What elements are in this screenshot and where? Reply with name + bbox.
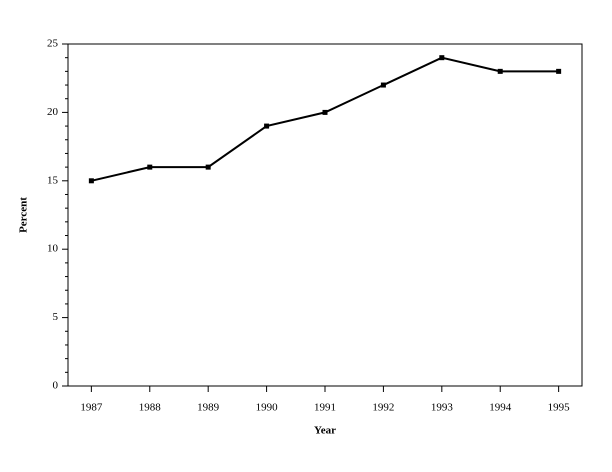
- x-tick-label: 1992: [372, 402, 394, 414]
- data-line: [91, 56, 559, 182]
- x-axis-label: Year: [314, 425, 336, 437]
- x-tick-label: 1991: [314, 402, 336, 414]
- y-tick-label: 25: [47, 38, 59, 50]
- y-tick-label: 20: [47, 106, 59, 118]
- y-tick-label: 0: [53, 380, 59, 392]
- x-tick-label: 1987: [80, 402, 103, 414]
- x-tick-label: 1995: [548, 402, 571, 414]
- data-point: [147, 164, 153, 170]
- x-tick-label: 1993: [431, 402, 454, 414]
- data-point: [380, 82, 386, 88]
- plot-frame: [67, 43, 583, 387]
- x-tick-label: 1990: [256, 402, 279, 414]
- data-point: [88, 178, 94, 184]
- data-point: [322, 109, 328, 115]
- data-point: [497, 68, 503, 74]
- data-point: [439, 55, 445, 61]
- x-tick-label: 1994: [489, 402, 512, 414]
- x-tick-label: 1989: [197, 402, 220, 414]
- y-axis-label: Percent: [18, 197, 30, 233]
- y-tick-label: 5: [53, 311, 59, 323]
- data-point: [556, 68, 562, 74]
- data-point: [205, 164, 211, 170]
- x-tick-label: 1988: [139, 402, 162, 414]
- data-point: [264, 123, 270, 129]
- y-tick-label: 10: [47, 243, 59, 255]
- y-tick-label: 15: [47, 174, 59, 186]
